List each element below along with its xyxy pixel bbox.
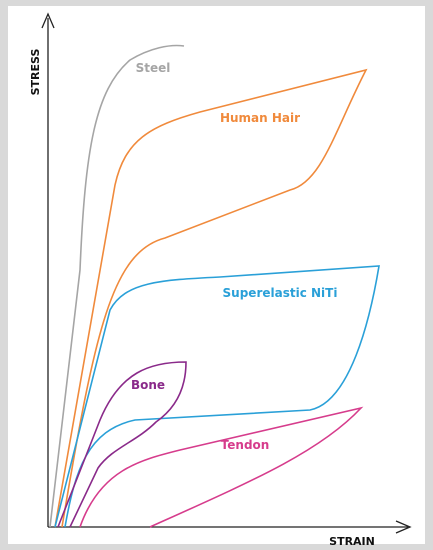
niti-curve — [54, 265, 380, 528]
bone-curve — [57, 361, 187, 528]
curves — [49, 44, 380, 528]
steel-curve — [49, 44, 185, 528]
curve-label: Tendon — [221, 438, 270, 452]
y-axis-label: STRESS — [29, 49, 42, 96]
panel — [8, 6, 425, 544]
curve-label: Bone — [131, 378, 165, 392]
x-arrow — [395, 520, 412, 534]
curve-label: Superelastic NiTi — [223, 286, 338, 300]
tendon-curve — [79, 406, 364, 528]
axes — [41, 12, 412, 534]
x-axis-label: STRAIN — [329, 535, 375, 548]
hair-curve — [54, 68, 368, 528]
y-arrow — [41, 12, 55, 29]
curve-label: Steel — [136, 61, 171, 75]
curve-label: Human Hair — [220, 111, 300, 125]
